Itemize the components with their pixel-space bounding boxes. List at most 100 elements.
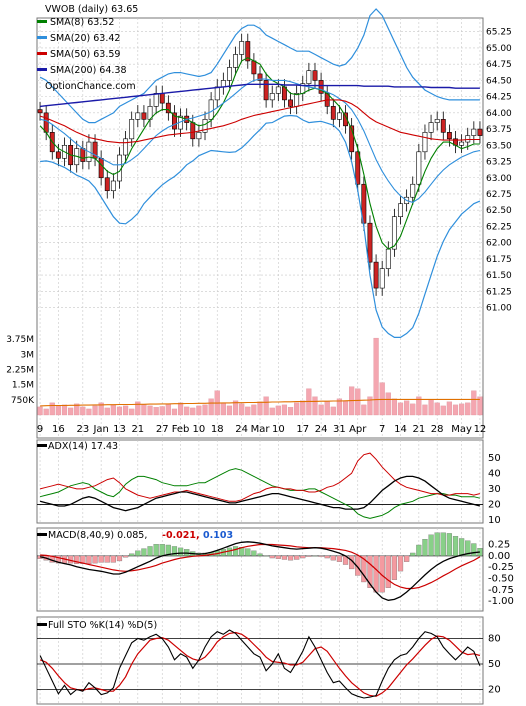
candle-body	[373, 261, 379, 289]
macd-histogram-bar	[330, 555, 336, 561]
candle-body	[312, 70, 318, 81]
price-tick-label: 62.25	[486, 222, 512, 232]
sto-tick-label: 80	[488, 634, 501, 645]
macd-histogram-bar	[410, 552, 416, 557]
volume-bar	[312, 396, 318, 416]
adx-plus-di-line	[39, 468, 481, 519]
candle-body	[80, 148, 86, 162]
macd-histogram-bar	[300, 555, 306, 559]
volume-bar	[184, 406, 190, 416]
macd-histogram-bar	[165, 544, 171, 557]
volume-bar	[459, 403, 465, 416]
macd-histogram-bar	[452, 536, 459, 557]
volume-bar	[251, 404, 257, 416]
candle-body	[355, 151, 361, 185]
candle-body	[43, 112, 49, 133]
indicator-lines	[39, 8, 481, 699]
x-tick-label: 7	[379, 424, 385, 435]
sma20-line	[39, 78, 481, 204]
volume-bar	[208, 398, 214, 416]
macd-histogram-bar	[379, 555, 385, 593]
macd-histogram-bar	[263, 555, 269, 557]
candle-body	[471, 128, 477, 136]
volume-bar	[190, 407, 196, 416]
candle-body	[202, 119, 208, 133]
candle-body	[269, 93, 275, 101]
price-tick-label: 64.25	[486, 93, 512, 103]
volume-bar	[104, 407, 110, 416]
candle-body	[288, 99, 293, 107]
adx-line	[39, 475, 481, 512]
volume-bar	[147, 405, 153, 416]
candle-body	[239, 41, 245, 55]
legend-sma200: SMA(200) 64.38	[50, 65, 127, 76]
macd-histogram-bar	[428, 534, 434, 557]
price-tick-label: 64.50	[486, 76, 512, 86]
macd-histogram-bar	[336, 555, 343, 562]
macd-histogram-bar	[245, 548, 251, 557]
macd-label: MACD(8,40,9) 0.085,	[48, 530, 147, 541]
price-tick-label: 63.25	[486, 158, 512, 168]
volume-bar	[220, 402, 226, 416]
x-tick-label: 18	[211, 424, 224, 435]
volume-bar	[165, 403, 171, 416]
volume-bar	[98, 402, 104, 416]
adx-tick-label: 40	[488, 468, 501, 479]
volume-bar	[49, 402, 55, 416]
macd-histogram-bar	[275, 555, 281, 559]
x-tick-label: 31	[333, 424, 346, 435]
macd-tick-label: -0.75	[488, 585, 514, 596]
candle-body	[208, 99, 214, 120]
adx-tick-label: 50	[488, 453, 501, 464]
macd-histogram-bar	[129, 553, 135, 557]
x-tick-label: Jan	[92, 424, 108, 435]
candle-body	[336, 112, 342, 120]
volume-bar	[428, 399, 434, 416]
x-tick-label: 24	[315, 424, 328, 435]
candle-body	[245, 41, 251, 62]
volume-bar	[74, 403, 80, 416]
volume-bar	[287, 407, 294, 416]
macd-histogram-bar	[471, 543, 477, 557]
volume-bar	[37, 406, 43, 416]
volume-bar	[379, 382, 385, 416]
candle-body	[428, 122, 434, 133]
price-tick-label: 65.25	[486, 28, 512, 38]
volume-tick-label: 3.75M	[6, 335, 34, 345]
sma8-line	[39, 57, 480, 250]
candle-body	[459, 141, 465, 146]
candle-body	[165, 102, 171, 114]
macd-tick-label: -0.50	[488, 574, 514, 585]
bollinger-lower-line	[40, 114, 481, 338]
volume-bar	[446, 401, 452, 416]
volume-bar	[55, 405, 61, 416]
sto-tick-label: 50	[488, 659, 501, 670]
x-tick-label: 14	[394, 424, 407, 435]
y-axis-labels: 65.25 65.00 64.75 64.50 64.25 64.00 63.75 63.50…	[6, 28, 514, 696]
volume-bar	[153, 407, 159, 416]
macd-tick-label: -1.00	[488, 596, 514, 607]
x-tick-label: Mar	[251, 424, 271, 435]
x-tick-label: 9	[37, 424, 43, 435]
volume-bar	[257, 401, 263, 416]
volume-bar	[416, 396, 422, 416]
volume-bar	[226, 405, 233, 416]
macd-histogram-bar	[318, 555, 324, 557]
macd-histogram-bar	[116, 555, 123, 562]
volume-bar	[275, 405, 281, 416]
candle-body	[367, 222, 373, 263]
macd-tick-label: 0.00	[488, 551, 510, 562]
sto-k-line	[39, 629, 481, 699]
sto-legend: Full STO %K(14) %D(5)	[37, 620, 157, 631]
x-tick-label: 28	[431, 424, 444, 435]
candle-body	[129, 119, 135, 140]
candle-body	[379, 268, 385, 289]
volume-bar	[239, 403, 245, 416]
macd-histogram-bar	[367, 555, 373, 588]
macd-histogram-bar	[312, 555, 318, 557]
macd-value-2: 0.103	[203, 530, 233, 541]
volume-bar	[471, 390, 477, 416]
bollinger-upper-line	[39, 8, 480, 124]
volume-bar	[92, 405, 98, 416]
candle-body	[159, 93, 165, 104]
